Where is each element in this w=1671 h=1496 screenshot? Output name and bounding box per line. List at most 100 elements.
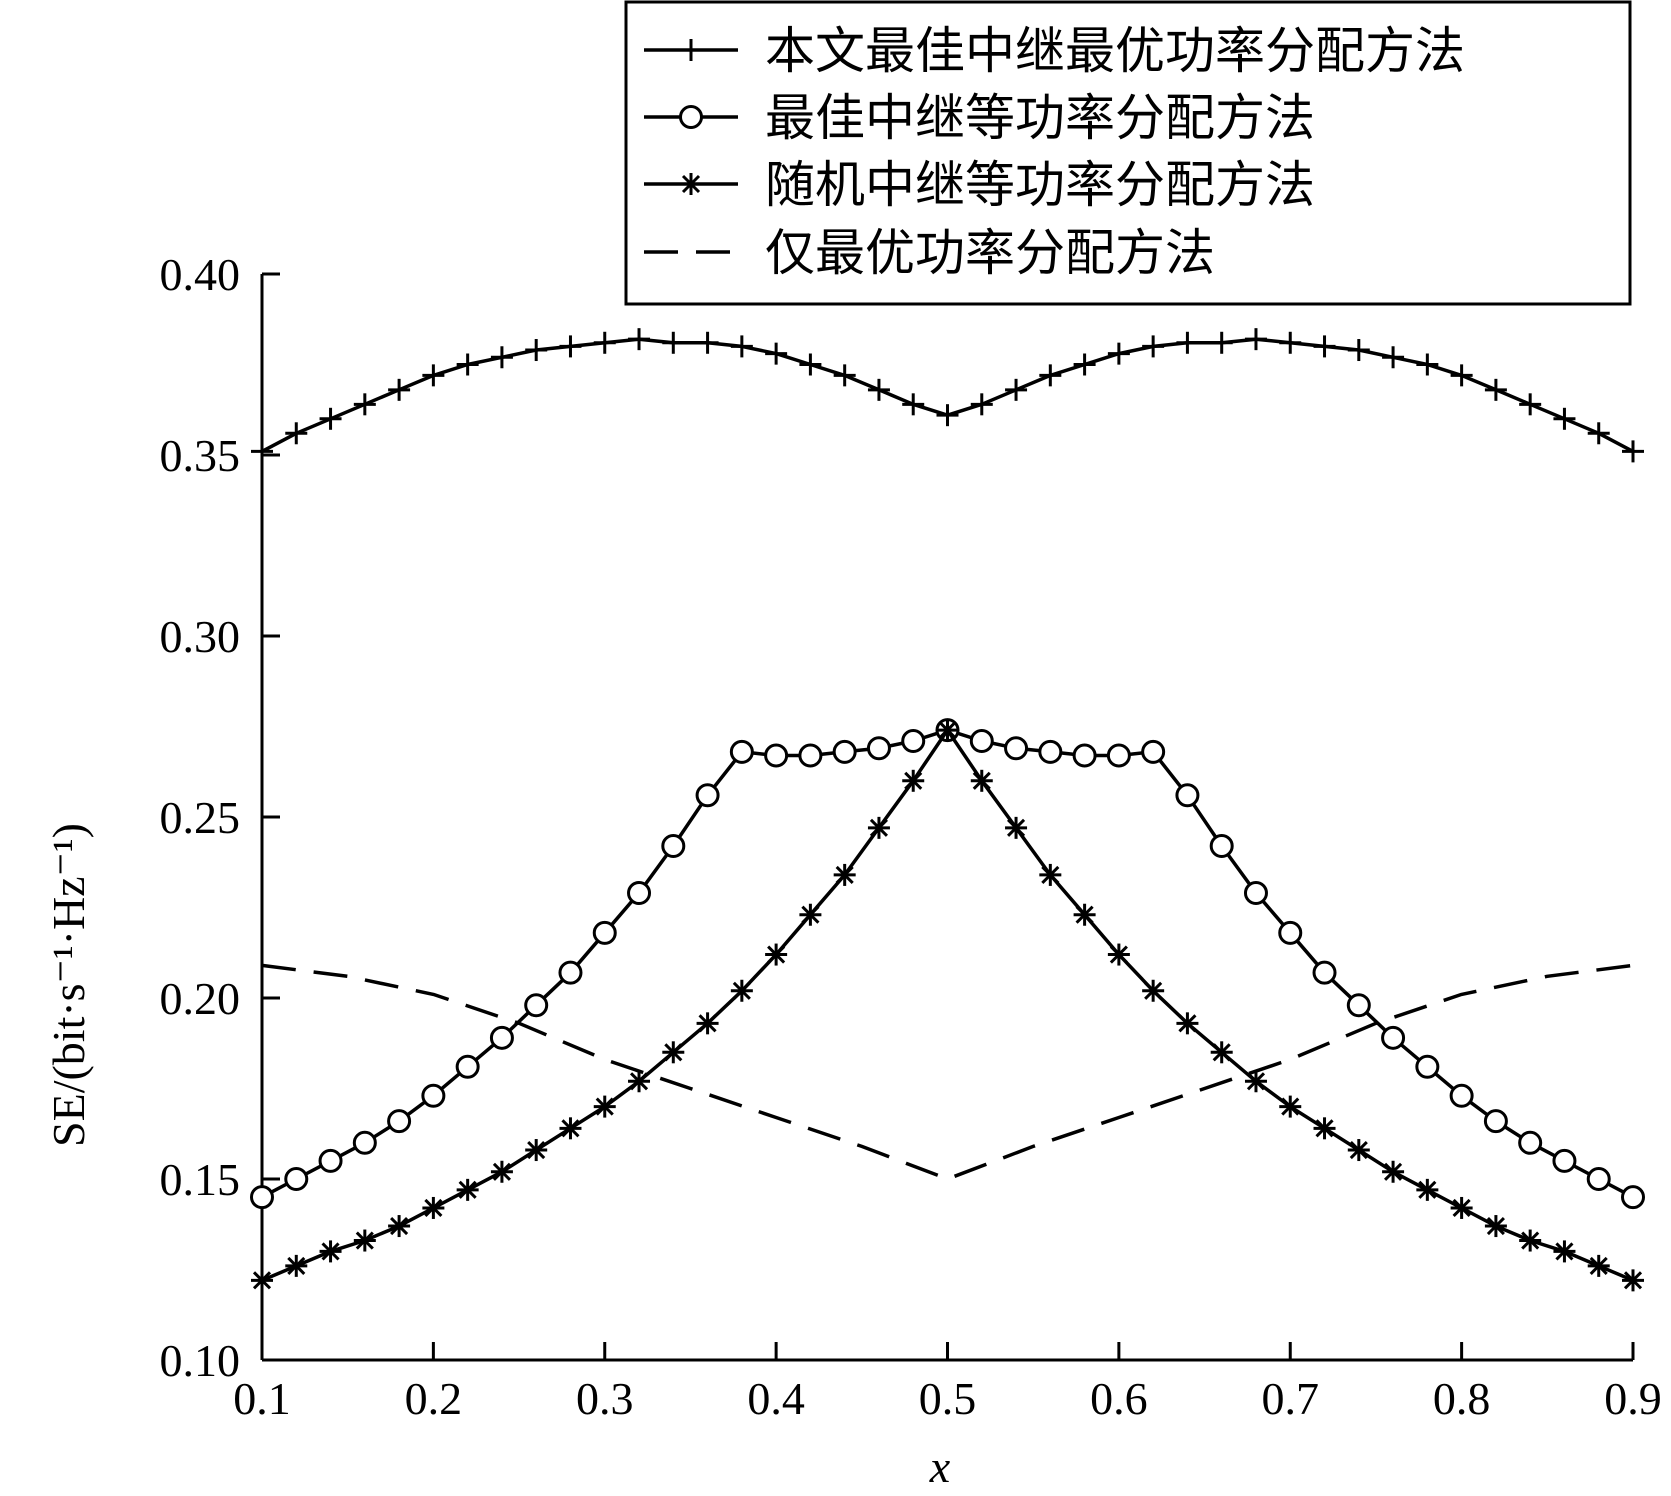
x-tick-label: 0.7	[1262, 1373, 1320, 1424]
series-3-point	[1622, 1269, 1644, 1292]
legend-label-2: 最佳中继等功率分配方法	[765, 89, 1315, 147]
series-1-point	[1107, 342, 1130, 365]
series-1-point	[730, 335, 753, 358]
legend-label-1: 本文最佳中继最优功率分配方法	[765, 22, 1465, 80]
series-2-point	[1209, 833, 1234, 858]
series-1-point	[902, 393, 925, 416]
series-1-point	[970, 393, 993, 416]
series-2-point	[1004, 736, 1029, 761]
y-tick-label: 0.35	[160, 430, 241, 481]
series-1-point	[1347, 339, 1370, 362]
series-1-point	[1244, 328, 1267, 351]
series-3-point	[936, 719, 959, 742]
series-1-point	[1039, 364, 1062, 387]
series-2-point	[661, 833, 686, 858]
y-tick-label: 0.15	[160, 1154, 241, 1205]
axes: 0.1 0.2 0.3 0.4 0.5 0.6 0.7 0.8 0.9 0.10 0.15 0.20 0…	[160, 249, 1662, 1424]
y-tick-label: 0.40	[160, 249, 241, 300]
x-tick-label: 0.9	[1604, 1373, 1662, 1424]
series-2-point	[1518, 1130, 1543, 1155]
series-2-point	[421, 1083, 446, 1108]
series-3-point	[490, 1160, 513, 1183]
series-1-point	[1553, 407, 1576, 430]
series-1-point	[1210, 331, 1233, 354]
series-1-point	[1279, 331, 1302, 354]
legend: 本文最佳中继最优功率分配方法最佳中继等功率分配方法随机中继等功率分配方法仅最优功…	[624, 0, 1632, 306]
series-1-point	[1382, 346, 1405, 369]
series-line-4	[261, 963, 1634, 1181]
series-1-point	[251, 440, 273, 463]
x-tick-label: 0.5	[919, 1373, 977, 1424]
series-2-point	[1072, 743, 1097, 768]
series-2-point	[1141, 739, 1166, 764]
series-1-point	[662, 331, 685, 354]
series-1-point	[1073, 353, 1096, 376]
series-3-point	[285, 1254, 308, 1277]
series-1-point	[696, 331, 719, 354]
series-3-point	[1279, 1095, 1302, 1118]
series-3-point	[970, 769, 993, 792]
x-axis-label: x	[929, 1441, 951, 1492]
series-3-point	[1450, 1196, 1473, 1219]
series-3-point	[1587, 1254, 1610, 1277]
series-2-point	[1483, 1109, 1508, 1134]
series-1-point	[799, 353, 822, 376]
series-2-point	[352, 1130, 377, 1155]
series-1-point	[1005, 378, 1028, 401]
x-tick-label: 0.4	[747, 1373, 805, 1424]
series-3-point	[1005, 816, 1028, 839]
series-1-point	[936, 404, 959, 427]
series-2-point	[1586, 1167, 1611, 1191]
series-3-point	[1073, 903, 1096, 926]
series-1-point	[1622, 440, 1644, 463]
series-3-point	[353, 1229, 376, 1252]
series-3-point	[456, 1178, 479, 1201]
legend-marker-3	[680, 173, 702, 195]
series-3-point	[662, 1041, 685, 1064]
series-2-point	[1415, 1054, 1440, 1079]
series-1-point	[1450, 364, 1473, 387]
series-2-point	[969, 728, 994, 753]
series-2-point	[1346, 993, 1371, 1018]
series-2-point	[489, 1025, 514, 1050]
series-1-point	[1587, 422, 1610, 445]
series-1-point	[1519, 393, 1542, 416]
y-tick-label: 0.25	[160, 792, 241, 843]
series-3-point	[1313, 1117, 1336, 1140]
y-tick-label: 0.10	[160, 1335, 241, 1386]
legend-marker-1	[680, 39, 702, 61]
series-2-point	[558, 960, 583, 985]
series-3-point	[1382, 1160, 1405, 1183]
series-1-point	[833, 364, 856, 387]
series-2-point	[592, 920, 617, 945]
series-2-point	[866, 736, 891, 761]
x-tick-label: 0.3	[576, 1373, 634, 1424]
series-2-point	[798, 743, 823, 768]
series-3-point	[799, 903, 822, 926]
series-2-point	[1621, 1185, 1645, 1210]
series-1-point	[285, 422, 308, 445]
series-3-point	[388, 1215, 411, 1238]
y-tick-label: 0.20	[160, 973, 241, 1024]
series-3-point	[1142, 979, 1165, 1002]
series-2-point	[284, 1167, 309, 1191]
legend-label-4: 仅最优功率分配方法	[765, 224, 1215, 282]
series-3-point	[833, 863, 856, 886]
series-3-point	[1210, 1041, 1233, 1064]
series-1-point	[765, 342, 788, 365]
series-2-point	[729, 739, 754, 764]
series-3-point	[628, 1070, 651, 1093]
series-3-point	[765, 943, 788, 966]
series-3-point	[251, 1269, 273, 1292]
series-2-point	[1175, 783, 1200, 808]
series-2-point	[1312, 960, 1337, 985]
series-1-point	[559, 335, 582, 358]
series-1-point	[353, 393, 376, 416]
series-2-point	[1278, 920, 1303, 945]
series-3-point	[867, 816, 890, 839]
series-2-point	[1106, 743, 1131, 768]
series-2-point	[764, 743, 789, 768]
series-3-point	[1519, 1229, 1542, 1252]
series-2-point	[1449, 1083, 1474, 1108]
